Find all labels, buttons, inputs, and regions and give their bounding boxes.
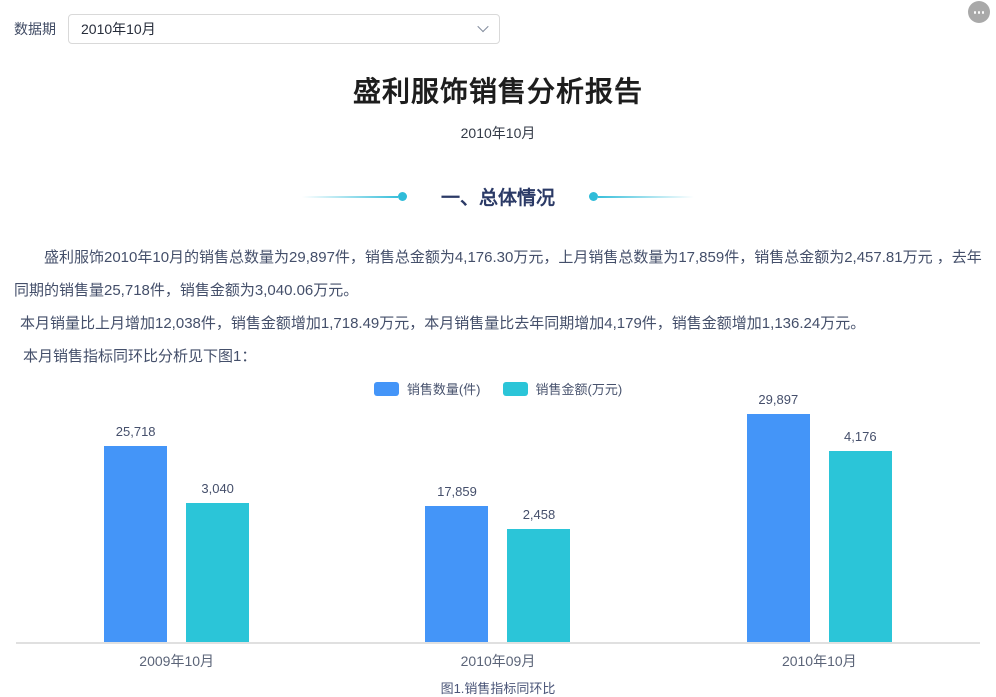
x-axis-label: 2010年10月	[781, 653, 857, 669]
decorative-line-right	[598, 195, 694, 198]
x-axis-label: 2009年10月	[139, 653, 215, 669]
page-subtitle: 2010年10月	[460, 125, 536, 141]
bar-item: 25,718	[104, 424, 168, 642]
more-options-button[interactable]	[968, 1, 990, 23]
legend-label: 销售数量(件)	[406, 382, 481, 397]
bar-item: 17,859	[425, 484, 489, 642]
bar-item: 29,897	[746, 392, 810, 642]
bar-group: 17,859 2,458	[337, 484, 658, 642]
bar	[425, 506, 489, 642]
report-body: 盛利服饰2010年10月的销售总数量为29,897件，销售总金额为4,176.3…	[0, 241, 996, 373]
decorative-dot-right	[589, 192, 598, 201]
chevron-down-icon	[477, 20, 489, 32]
data-period-label: 数据期	[14, 21, 56, 37]
bar-value-label: 25,718	[115, 424, 156, 439]
bar	[186, 503, 250, 642]
decorative-dot-left	[397, 192, 407, 201]
figure-intro-paragraph: 本月销售指标同环比分析见下图1：	[23, 348, 257, 365]
summary-paragraph: 盛利服饰2010年10月的销售总数量为29,897件，销售总金额为4,176.3…	[14, 249, 982, 299]
data-period-select-value: 2010年10月	[81, 21, 156, 37]
page-title: 盛利服饰销售分析报告	[352, 76, 643, 107]
bar-value-label: 17,859	[437, 484, 477, 499]
bar	[104, 446, 168, 642]
bar	[746, 414, 810, 642]
data-period-select[interactable]: 2010年10月	[68, 14, 500, 44]
section-title: 一、总体情况	[440, 188, 555, 209]
bar	[828, 451, 892, 642]
bar-value-label: 29,897	[758, 392, 799, 407]
growth-paragraph: 本月销量比上月增加12,038件，销售金额增加1,718.49万元，本月销售量比…	[20, 315, 866, 332]
bar-group: 25,718 3,040	[16, 424, 337, 642]
x-axis-label: 2010年09月	[460, 653, 536, 669]
chart-legend: 销售数量(件) 销售金额(万元)	[0, 379, 996, 398]
bar-item: 3,040	[186, 481, 250, 642]
chart-plot: 25,718 3,040 17,859 2,458 29,897 4,176	[16, 392, 980, 644]
legend-label: 销售金额(万元)	[535, 382, 623, 397]
chart-xlabels: 2009年10月 2010年09月 2010年10月	[16, 651, 980, 671]
ellipsis-icon	[974, 10, 976, 14]
bar-value-label: 4,176	[844, 429, 877, 444]
bar-value-label: 2,458	[522, 507, 556, 522]
sales-comparison-chart: 销售数量(件) 销售金额(万元) 25,718 3,040 17,859 2,458 29…	[0, 379, 996, 697]
legend-item[interactable]: 销售数量(件)	[373, 379, 481, 398]
section-header: 一、总体情况	[0, 183, 996, 210]
legend-item[interactable]: 销售金额(万元)	[502, 379, 623, 398]
bar	[507, 529, 571, 642]
legend-swatch-icon	[502, 381, 528, 396]
bar-item: 4,176	[828, 429, 892, 642]
legend-swatch-icon	[373, 381, 399, 396]
bar-item: 2,458	[507, 507, 571, 642]
decorative-line-left	[301, 195, 398, 198]
topbar: 数据期 2010年10月	[0, 0, 996, 44]
bar-group: 29,897 4,176	[659, 392, 980, 642]
bar-value-label: 3,040	[201, 481, 234, 496]
